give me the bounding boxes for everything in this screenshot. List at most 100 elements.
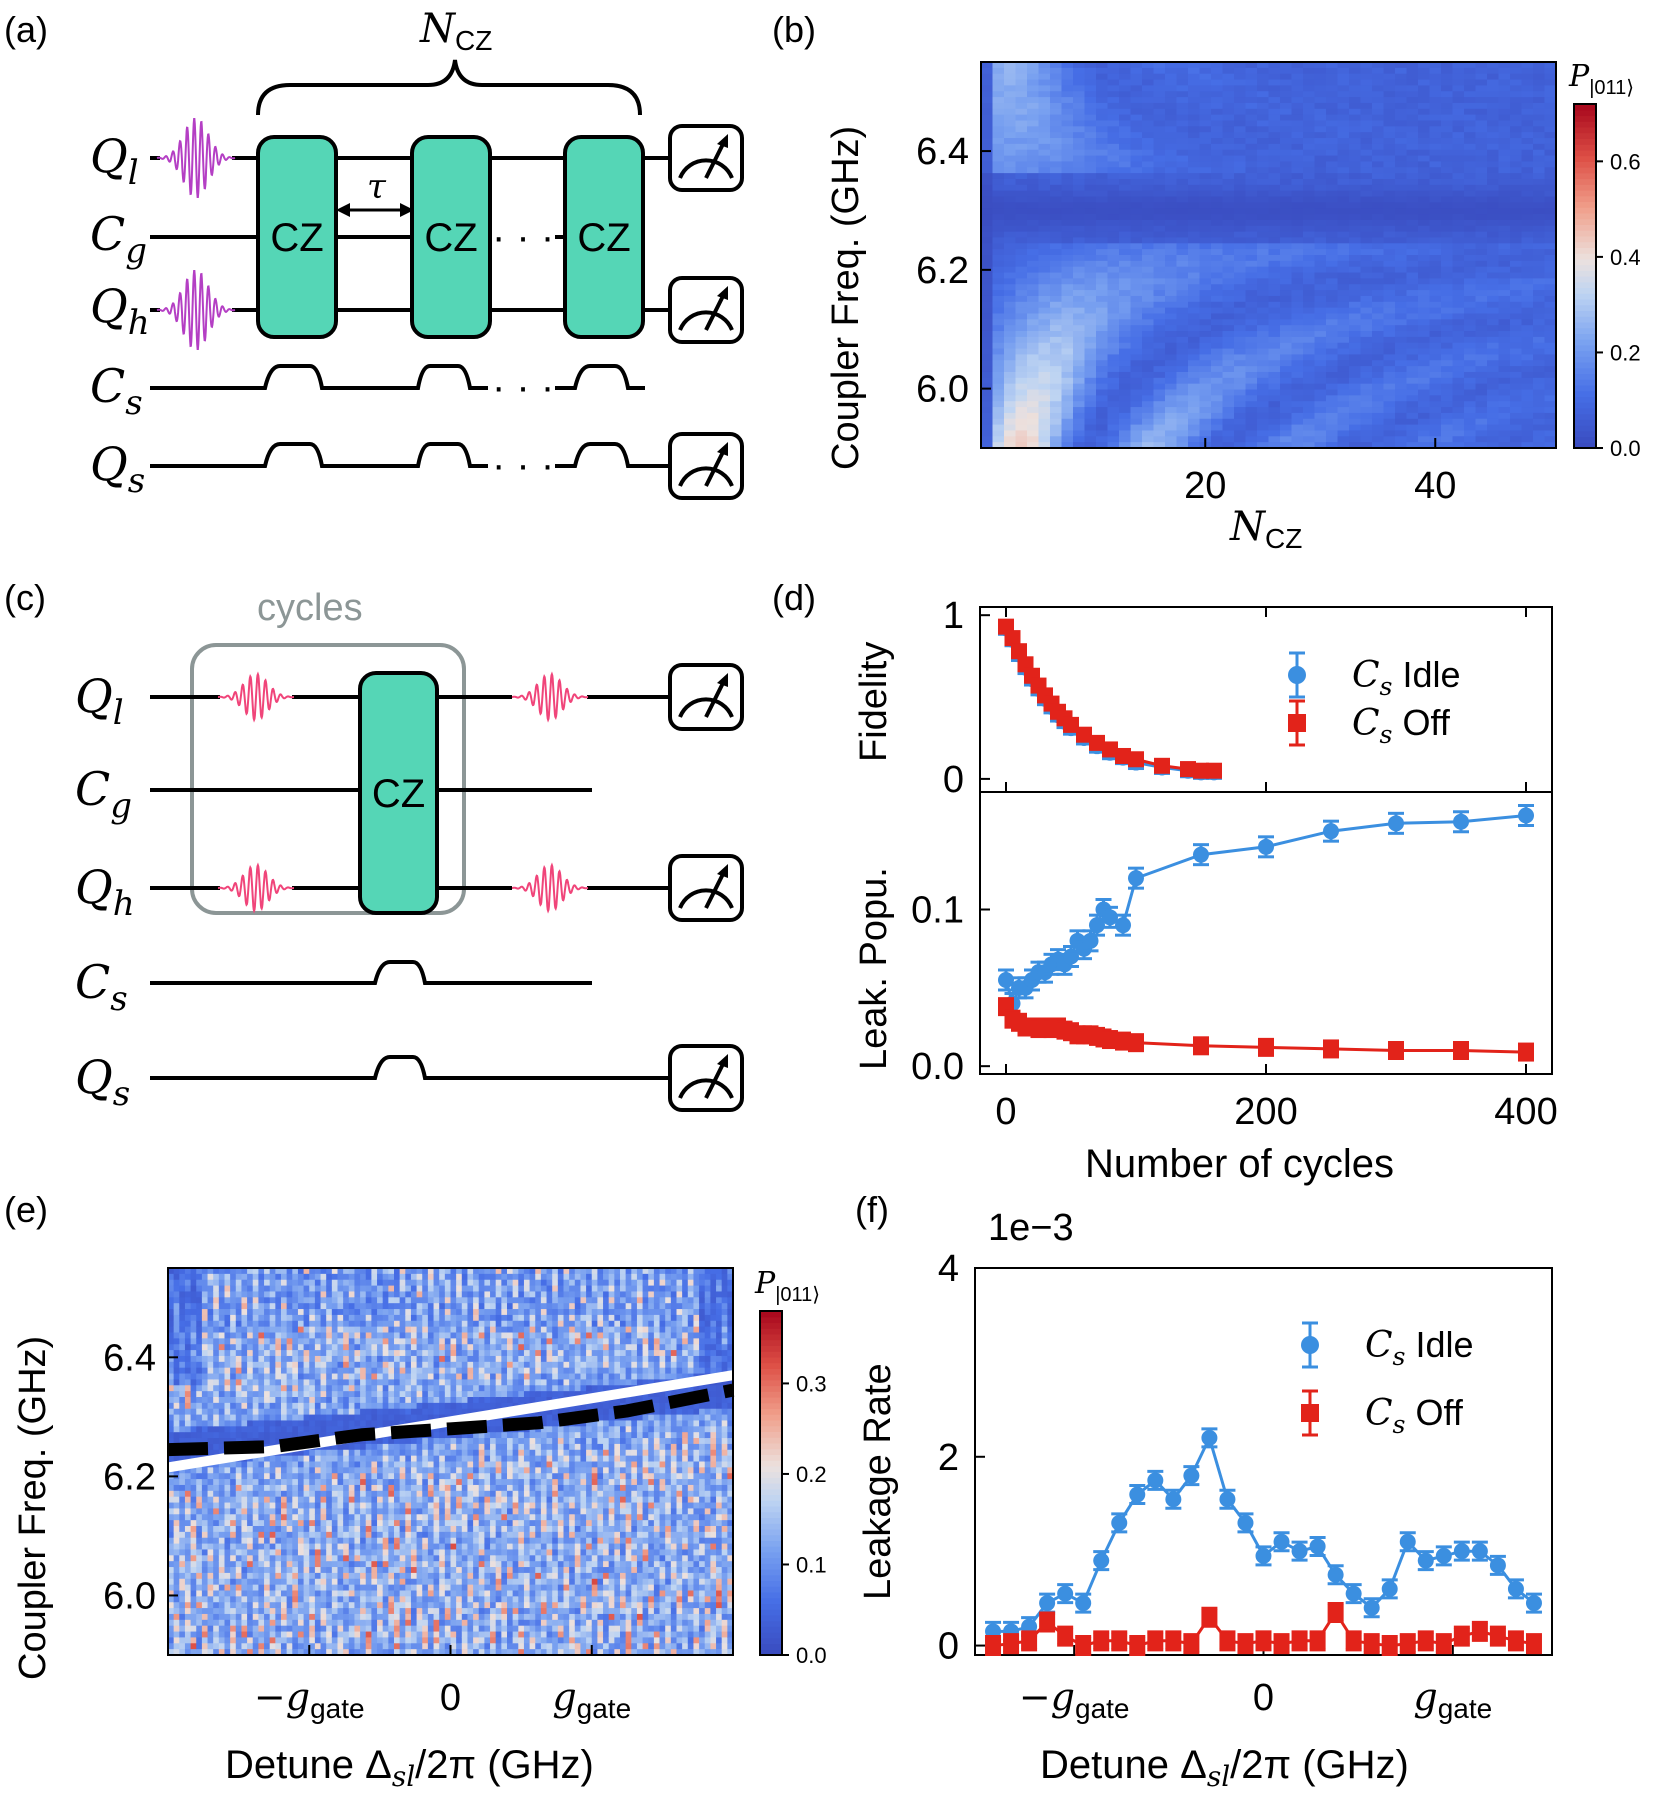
heatmap-b-cell — [1004, 266, 1017, 274]
heatmap-b-cell — [1142, 424, 1155, 432]
heatmap-b-cell — [1349, 237, 1362, 244]
heatmap-e-cell — [235, 1543, 243, 1551]
heatmap-b-cell — [1395, 167, 1408, 174]
heatmap-b-cell — [1360, 295, 1373, 303]
heatmap-e-cell — [258, 1473, 265, 1480]
heatmap-b-cell — [1153, 301, 1166, 309]
heatmap-b-cell — [1429, 102, 1442, 110]
heatmap-b-cell — [1349, 73, 1362, 81]
heatmap-b-cell — [1096, 237, 1109, 244]
heatmap-b-cell — [1395, 173, 1408, 180]
heatmap-b-cell — [1234, 436, 1247, 443]
heatmap-b-cell — [1268, 290, 1281, 297]
panel-label-f: (f) — [855, 1189, 889, 1230]
heatmap-b-cell — [1418, 85, 1431, 92]
heatmap-b-cell — [1119, 348, 1132, 356]
heatmap-b-cell — [1395, 231, 1408, 239]
heatmap-b-cell — [1199, 161, 1212, 168]
heatmap-e-cell — [207, 1385, 214, 1392]
heatmap-b-cell — [992, 336, 1005, 344]
heatmap-b-cell — [1544, 190, 1557, 198]
heatmap-b-cell — [1475, 336, 1488, 344]
heatmap-b-cell — [1487, 208, 1500, 215]
heatmap-b-cell — [1372, 126, 1385, 133]
heatmap-e-cell — [184, 1490, 192, 1498]
heatmap-b-cell — [1004, 395, 1017, 402]
heatmap-e-cell — [258, 1590, 265, 1597]
heatmap-b-cell — [1452, 102, 1465, 110]
heatmap-b-cell — [1510, 79, 1523, 86]
heatmap-b-cell — [1073, 436, 1086, 443]
heatmap-b-cell — [1050, 389, 1063, 396]
heatmap-b-cell — [1130, 132, 1143, 139]
heatmap-b-cell — [1521, 313, 1534, 320]
heatmap-b-cell — [1303, 366, 1316, 373]
heatmap-b-cell — [1464, 225, 1477, 233]
heatmap-b-cell — [1487, 354, 1500, 361]
heatmap-b-cell — [1314, 366, 1327, 373]
heatmap-b-cell — [1326, 383, 1339, 391]
heatmap-b-cell — [1004, 173, 1017, 180]
heatmap-b-cell — [1544, 331, 1557, 338]
heatmap-e-cell — [258, 1584, 265, 1592]
heatmap-b-cell — [1211, 184, 1224, 192]
heatmap-b-cell — [1234, 295, 1247, 303]
heatmap-e-cell — [190, 1285, 197, 1293]
heatmap-b-cell — [1291, 108, 1304, 116]
heatmap-b-cell — [1188, 313, 1201, 320]
heatmap-e-cell — [258, 1344, 265, 1351]
heatmap-b-cell — [1061, 225, 1074, 233]
heatmap-b-cell — [1188, 214, 1201, 221]
heatmap-b-cell — [1176, 196, 1189, 203]
heatmap-e-cell — [252, 1567, 259, 1574]
heatmap-b-cell — [1452, 395, 1465, 402]
heatmap-b-cell — [1337, 161, 1350, 168]
heatmap-b-cell — [1004, 178, 1017, 186]
heatmap-b-cell — [1165, 91, 1178, 98]
heatmap-b-cell — [1119, 62, 1132, 69]
heatmap-b-cell — [1061, 149, 1074, 157]
heatmap-b-cell — [1015, 85, 1028, 92]
heatmap-b-cell — [1360, 307, 1373, 315]
heatmap-b-cell — [1107, 202, 1120, 209]
heatmap-e-cell — [230, 1355, 237, 1363]
heatmap-b-cell — [1303, 167, 1316, 174]
heatmap-b-cell — [1027, 342, 1040, 350]
heatmap-b-cell — [1015, 424, 1028, 432]
heatmap-b-cell — [1199, 383, 1212, 391]
heatmap-b-cell — [1268, 255, 1281, 262]
heatmap-b-cell — [1464, 260, 1477, 268]
heatmap-b-cell — [1061, 354, 1074, 361]
heatmap-b-cell — [1073, 266, 1086, 274]
heatmap-b-cell — [1418, 97, 1431, 104]
heatmap-b-cell — [1142, 73, 1155, 81]
heatmap-b-cell — [1441, 67, 1454, 75]
heatmap-b-cell — [1119, 249, 1132, 256]
heatmap-b-cell — [992, 319, 1005, 326]
heatmap-e-cell — [201, 1543, 209, 1551]
heatmap-e-cell — [235, 1432, 243, 1439]
heatmap-b-cell — [1199, 114, 1212, 122]
heatmap-b-cell — [1487, 167, 1500, 174]
heatmap-b-cell — [1061, 237, 1074, 244]
heatmap-b-cell — [1073, 97, 1086, 104]
heatmap-b-cell — [1015, 91, 1028, 98]
heatmap-b-cell — [1165, 62, 1178, 69]
meter-c-ql-arrowhead — [717, 673, 728, 687]
heatmap-b-cell — [1176, 73, 1189, 81]
heatmap-b-cell — [1119, 412, 1132, 420]
heatmap-b-cell — [1061, 418, 1074, 426]
heatmap-b-cell — [1452, 178, 1465, 186]
heatmap-b-cell — [1257, 208, 1270, 215]
heatmap-b-cell — [1199, 255, 1212, 262]
heatmap-b-cell — [1211, 161, 1224, 168]
heatmap-b-cell — [1360, 342, 1373, 350]
heatmap-b-cell — [1487, 395, 1500, 402]
heatmap-b-cell — [1383, 62, 1396, 69]
heatmap-e-cell — [207, 1338, 214, 1345]
heatmap-b-cell — [981, 231, 994, 239]
heatmap-b-cell — [1498, 161, 1511, 168]
heatmap-b-cell — [1544, 173, 1557, 180]
